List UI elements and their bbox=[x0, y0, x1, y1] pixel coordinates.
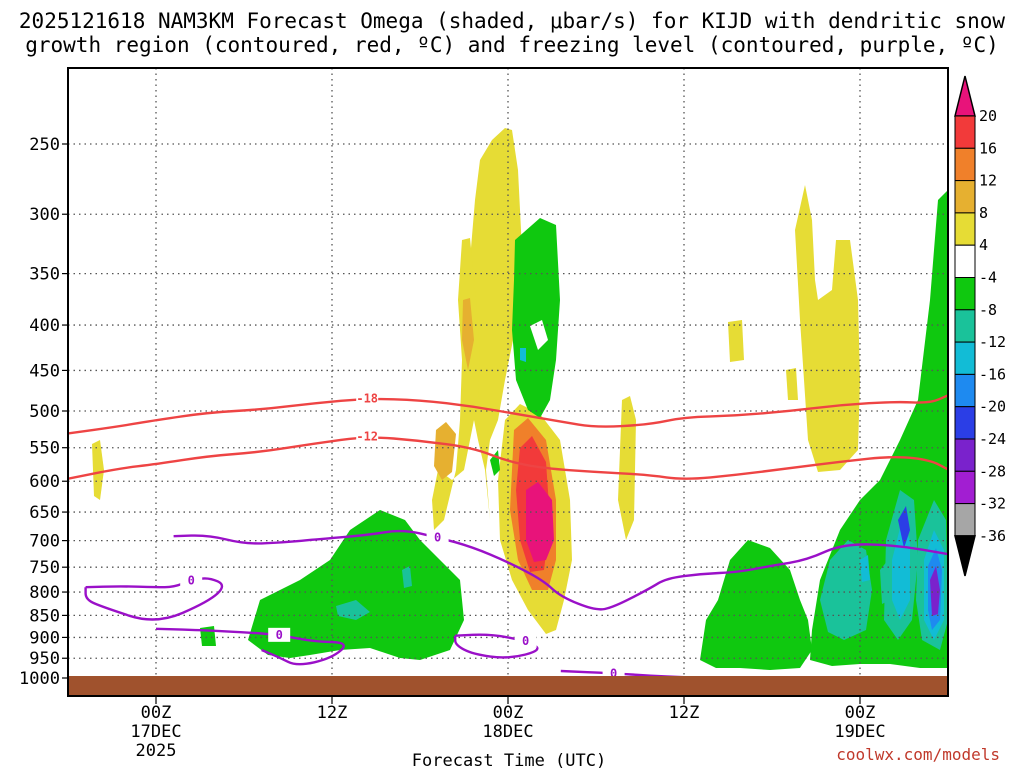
y-tick-label: 350 bbox=[29, 265, 60, 285]
colorbar-tick-label: -36 bbox=[979, 527, 1006, 545]
dgz-contour-label: -12 bbox=[356, 429, 378, 443]
freezing-level-contour-label: 0 bbox=[188, 573, 195, 587]
x-tick-year: 2025 bbox=[136, 741, 177, 761]
y-tick-label: 550 bbox=[29, 439, 60, 459]
y-tick-label: 250 bbox=[29, 135, 60, 155]
chart-title-line2: growth region (contoured, red, ºC) and f… bbox=[25, 33, 999, 57]
credit-link[interactable]: coolwx.com/models bbox=[836, 745, 1000, 764]
colorbar-tick-label: -24 bbox=[979, 430, 1006, 448]
plot-area: -18-12000000 bbox=[68, 68, 948, 696]
y-tick-label: 1000 bbox=[19, 669, 60, 689]
colorbar-bin bbox=[954, 470, 976, 505]
freezing-level-contour-line bbox=[84, 577, 224, 621]
contour-label-bg bbox=[356, 429, 379, 444]
chart-title-line1: 2025121618 NAM3KM Forecast Omega (shaded… bbox=[19, 9, 1006, 33]
y-tick-label: 400 bbox=[29, 316, 60, 336]
y-tick-label: 450 bbox=[29, 361, 60, 381]
freezing-level-contour-label: 0 bbox=[434, 530, 441, 544]
contour-label-bg bbox=[180, 573, 203, 588]
colorbar-tick-label: -8 bbox=[979, 301, 997, 319]
x-tick-date: 18DEC bbox=[482, 722, 533, 742]
colorbar-bin bbox=[954, 147, 976, 182]
x-tick-date: 17DEC bbox=[130, 722, 181, 742]
x-tick-label: 00Z bbox=[141, 703, 172, 723]
y-tick-label: 850 bbox=[29, 606, 60, 626]
contour-label-bg bbox=[268, 627, 291, 642]
ground-surface bbox=[68, 676, 948, 696]
colorbar-bin bbox=[954, 503, 976, 537]
y-tick-label: 900 bbox=[29, 628, 60, 648]
freezing-level-contour-label: 0 bbox=[522, 634, 529, 648]
colorbar-tick-label: -12 bbox=[979, 333, 1006, 351]
y-tick-label: 650 bbox=[29, 503, 60, 523]
colorbar-tick-label: -32 bbox=[979, 495, 1006, 513]
colorbar-tick-label: -20 bbox=[979, 398, 1006, 416]
colorbar-bin bbox=[954, 341, 976, 375]
contour-label-bg bbox=[356, 391, 379, 406]
y-tick-label: 700 bbox=[29, 532, 60, 552]
freezing-level-contour-label: 0 bbox=[276, 628, 283, 642]
colorbar-bin bbox=[954, 373, 976, 408]
x-axis-label: Forecast Time (UTC) bbox=[412, 751, 606, 768]
colorbar-max-arrow bbox=[954, 75, 976, 117]
x-tick-label: 00Z bbox=[845, 703, 876, 723]
colorbar-bin bbox=[954, 277, 976, 311]
colorbar-bin bbox=[954, 438, 976, 472]
contour-label-bg bbox=[426, 530, 449, 545]
colorbar-tick-label: 8 bbox=[979, 204, 988, 222]
y-tick-label: 800 bbox=[29, 583, 60, 603]
colorbar-bin bbox=[954, 212, 976, 246]
colorbar-tick-label: -16 bbox=[979, 365, 1006, 383]
x-tick-label: 00Z bbox=[493, 703, 524, 723]
x-tick-date: 19DEC bbox=[834, 722, 885, 742]
freezing-level-contour-line bbox=[173, 529, 948, 611]
colorbar-bin bbox=[954, 180, 976, 214]
freezing-level-contour-label: 0 bbox=[610, 666, 617, 680]
y-tick-label: 750 bbox=[29, 558, 60, 578]
y-tick-label: 950 bbox=[29, 649, 60, 669]
pressure-axis: 2503003504004505005506006507007508008509… bbox=[19, 135, 68, 689]
colorbar-tick-label: -28 bbox=[979, 462, 1006, 480]
y-tick-label: 600 bbox=[29, 472, 60, 492]
dgz-contour-line bbox=[68, 394, 948, 435]
colorbar-tick-label: 4 bbox=[979, 236, 988, 254]
freezing-level-contour-line bbox=[155, 627, 345, 666]
colorbar-tick-label: 12 bbox=[979, 172, 997, 190]
dgz-contour-line bbox=[68, 436, 948, 480]
freezing-level-contour-line bbox=[454, 633, 539, 659]
dgz-contour-label: -18 bbox=[356, 391, 378, 405]
colorbar: 20 16 12 8 4 -4 -8 -12 -16 -20 -24 -28 -32 -36 bbox=[954, 75, 1006, 577]
x-tick-label: 12Z bbox=[669, 703, 700, 723]
contour-label-bg bbox=[514, 633, 537, 648]
colorbar-min-arrow bbox=[954, 535, 976, 577]
colorbar-bin bbox=[954, 309, 976, 343]
colorbar-tick-label: 20 bbox=[979, 107, 997, 125]
colorbar-bin bbox=[954, 406, 976, 440]
colorbar-bin bbox=[954, 244, 976, 278]
y-tick-label: 300 bbox=[29, 205, 60, 225]
colorbar-tick-label: -4 bbox=[979, 269, 997, 287]
colorbar-bin bbox=[954, 115, 976, 149]
colorbar-tick-label: 16 bbox=[979, 139, 997, 157]
x-tick-label: 12Z bbox=[317, 703, 348, 723]
y-tick-label: 500 bbox=[29, 402, 60, 422]
